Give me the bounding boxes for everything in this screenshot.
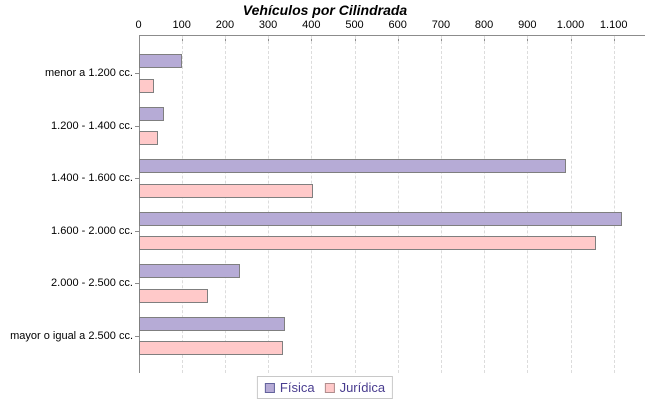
bar-fisica bbox=[138, 159, 567, 173]
legend-item-juridica: Jurídica bbox=[324, 380, 386, 395]
x-tick-label: 1.000 bbox=[556, 19, 585, 31]
bar-juridica bbox=[138, 236, 597, 250]
category-label: 1.400 - 1.600 cc. bbox=[51, 172, 133, 185]
category-tick-mark bbox=[134, 335, 139, 337]
x-tick-label: 500 bbox=[345, 19, 364, 31]
category-label: menor a 1.200 cc. bbox=[44, 67, 133, 80]
x-tick-label: 600 bbox=[388, 19, 407, 31]
category-label: mayor o igual a 2.500 cc. bbox=[10, 329, 133, 342]
vertical-gridline bbox=[440, 36, 442, 373]
bar-fisica bbox=[138, 106, 165, 121]
category-label: 1.600 - 2.000 cc. bbox=[51, 224, 133, 237]
legend-label-juridica: Jurídica bbox=[339, 380, 386, 395]
vertical-gridline bbox=[613, 36, 615, 373]
x-tick-label: 400 bbox=[302, 19, 321, 31]
legend-label-fisica: Física bbox=[279, 380, 315, 395]
x-tick-mark bbox=[138, 35, 140, 41]
legend-item-fisica: Física bbox=[264, 380, 315, 395]
x-tick-label: 0 bbox=[135, 19, 142, 31]
category-tick-mark bbox=[134, 283, 139, 285]
vertical-gridline bbox=[527, 36, 529, 373]
y-axis-line bbox=[138, 35, 140, 373]
bar-juridica bbox=[138, 78, 154, 93]
bar-juridica bbox=[138, 183, 314, 198]
fisica-swatch-icon bbox=[264, 382, 275, 393]
category-label: 2.000 - 2.500 cc. bbox=[51, 277, 133, 290]
vertical-gridline bbox=[311, 36, 313, 373]
x-tick-label: 1.100 bbox=[599, 19, 628, 31]
bar-fisica bbox=[138, 264, 241, 278]
category-tick-mark bbox=[134, 125, 139, 127]
x-tick-label: 800 bbox=[474, 19, 494, 31]
x-tick-label: 200 bbox=[215, 19, 235, 31]
x-axis-line bbox=[138, 35, 645, 36]
vertical-gridline bbox=[224, 36, 226, 373]
chart-title: Vehículos por Cilindrada bbox=[242, 2, 408, 18]
x-tick-label: 900 bbox=[518, 19, 537, 31]
vertical-gridline bbox=[268, 36, 270, 373]
vertical-gridline bbox=[354, 36, 356, 373]
bar-juridica bbox=[138, 288, 208, 303]
bar-fisica bbox=[138, 54, 182, 68]
vertical-gridline bbox=[570, 36, 572, 373]
category-tick-mark bbox=[134, 230, 139, 232]
vertical-gridline bbox=[181, 36, 183, 373]
bar-juridica bbox=[138, 131, 158, 145]
category-label: 1.200 - 1.400 cc. bbox=[51, 119, 133, 132]
bar-fisica bbox=[138, 211, 623, 226]
category-tick-mark bbox=[134, 178, 139, 180]
juridica-swatch-icon bbox=[324, 382, 335, 393]
category-tick-mark bbox=[134, 73, 139, 75]
vertical-gridline bbox=[484, 36, 486, 373]
x-tick-label: 300 bbox=[258, 19, 278, 31]
bar-juridica bbox=[138, 341, 284, 355]
vertical-gridline bbox=[397, 36, 399, 373]
bar-fisica bbox=[138, 316, 286, 331]
x-tick-label: 100 bbox=[172, 19, 191, 31]
x-tick-label: 700 bbox=[431, 19, 451, 31]
legend: Física Jurídica bbox=[256, 376, 394, 399]
